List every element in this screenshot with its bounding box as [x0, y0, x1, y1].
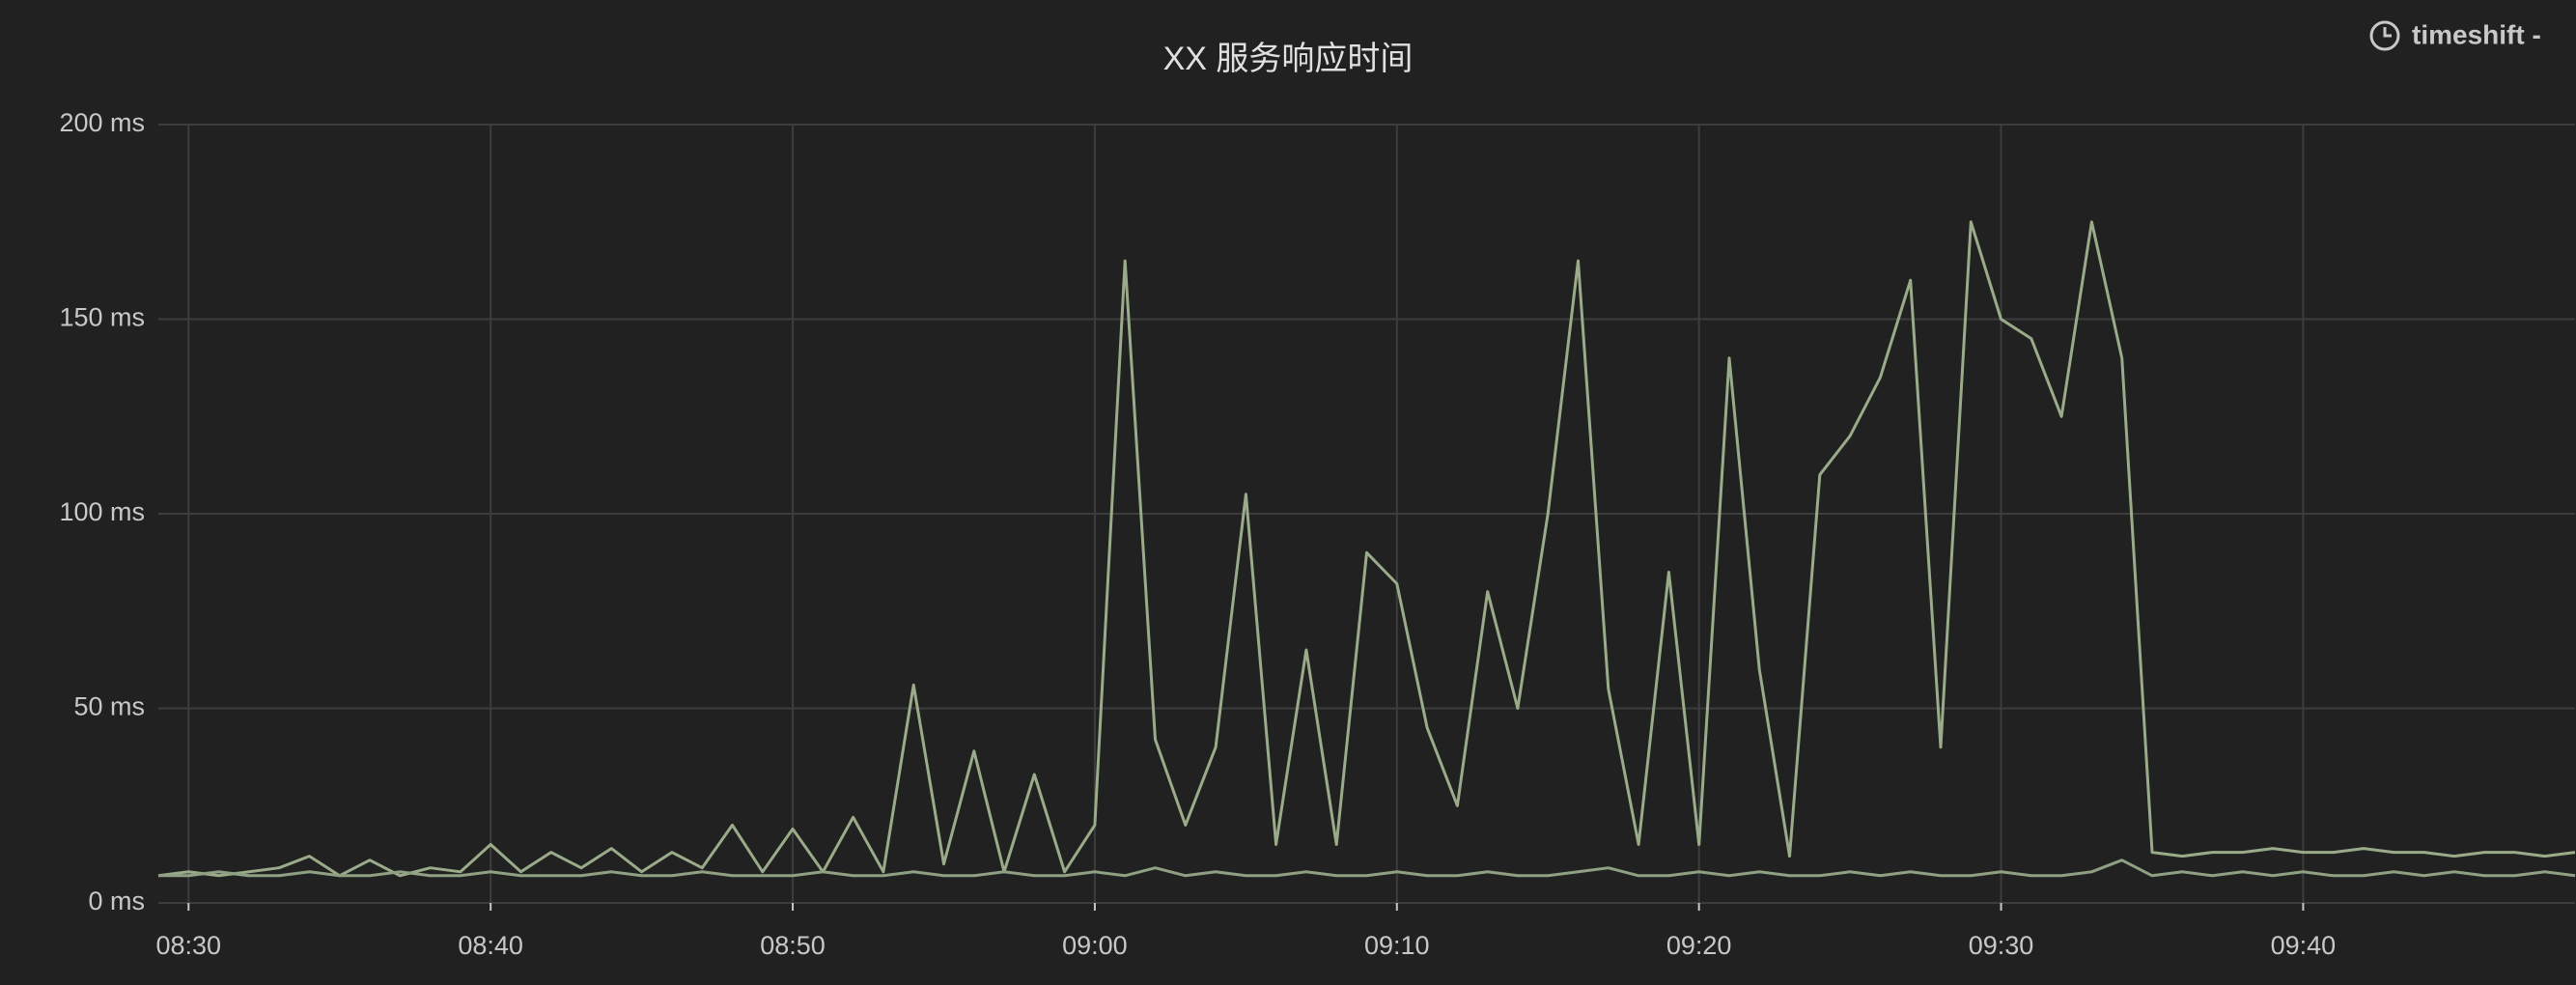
x-tick-label: 09:10: [1364, 931, 1430, 960]
y-tick-label: 100 ms: [59, 497, 145, 526]
y-tick-label: 0 ms: [88, 886, 145, 915]
chart-title: XX 服务响应时间: [1163, 41, 1414, 77]
clock-hands: [2383, 27, 2392, 38]
x-tick-label: 08:40: [458, 931, 523, 960]
y-tick-label: 150 ms: [59, 303, 145, 332]
y-tick-label: 50 ms: [73, 692, 145, 721]
x-tick-label: 09:00: [1062, 931, 1128, 960]
series-line: [158, 858, 2576, 878]
y-tick-label: 200 ms: [59, 108, 145, 137]
x-tick-label: 08:50: [760, 931, 826, 960]
x-tick-label: 08:30: [155, 931, 221, 960]
timeshift-label[interactable]: timeshift -: [2412, 19, 2541, 49]
series-line: [157, 220, 2576, 878]
clock-icon: [2369, 20, 2400, 51]
x-tick-label: 09:30: [1969, 931, 2034, 960]
x-tick-label: 09:40: [2271, 931, 2337, 960]
x-tick-label: 09:20: [1666, 931, 1732, 960]
